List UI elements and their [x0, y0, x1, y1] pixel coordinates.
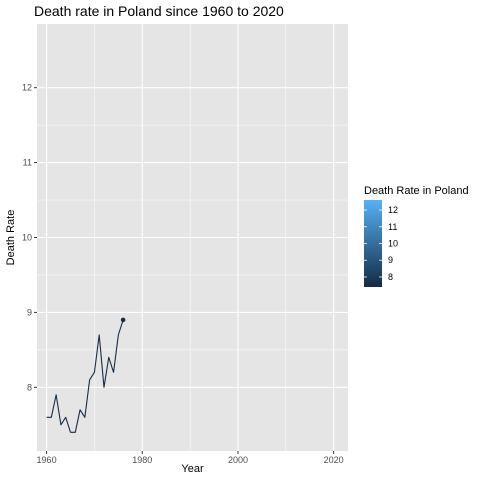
legend-ticks: 8 9 10 11 12 [364, 205, 398, 282]
x-axis-title: Year [181, 463, 204, 475]
data-series [46, 317, 126, 433]
grid-lines [37, 24, 348, 451]
x-tick-label: 2000 [228, 455, 248, 465]
y-tick-label: 10 [22, 233, 32, 243]
legend-title: Death Rate in Poland [364, 185, 469, 197]
y-tick-label: 8 [27, 382, 32, 392]
legend-tick-label: 8 [388, 272, 393, 282]
y-tick-label: 9 [27, 307, 32, 317]
y-axis: 8 9 10 11 12 [22, 83, 37, 392]
x-tick-label: 1980 [132, 455, 152, 465]
x-tick-label: 2020 [324, 455, 344, 465]
legend-colorbar [364, 200, 382, 287]
legend-tick-label: 10 [388, 239, 398, 249]
data-point [120, 317, 126, 323]
y-axis-title: Death Rate [5, 210, 17, 266]
legend-tick-label: 11 [388, 222, 397, 232]
legend: Death Rate in Poland 8 9 10 11 12 [364, 185, 469, 287]
series-line [46, 319, 124, 433]
legend-tick-label: 9 [388, 255, 393, 265]
y-tick-label: 11 [23, 158, 32, 168]
x-tick-label: 1960 [37, 455, 57, 465]
chart-title: Death rate in Poland since 1960 to 2020 [34, 3, 284, 19]
legend-tick-label: 12 [388, 205, 398, 215]
x-axis: 1960 1980 2000 2020 [37, 451, 344, 465]
y-tick-label: 12 [22, 83, 32, 93]
